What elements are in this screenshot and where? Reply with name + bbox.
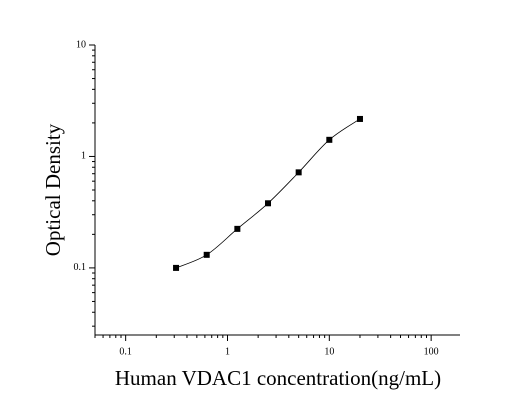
y-tick-label: 1	[81, 151, 86, 162]
y-axis-title: Optical Density	[41, 123, 65, 256]
data-point	[326, 136, 333, 143]
x-tick-label: 100	[424, 346, 439, 357]
data-point	[265, 200, 272, 207]
x-tick-label: 10	[324, 346, 334, 357]
data-point	[203, 251, 210, 258]
x-tick-label: 0.1	[119, 346, 132, 357]
data-point	[356, 115, 363, 122]
data-point	[295, 169, 302, 176]
data-point	[173, 264, 180, 271]
data-point	[234, 225, 241, 232]
y-tick-label: 0.1	[74, 262, 87, 273]
y-tick-label: 10	[76, 39, 86, 50]
fit-curve	[175, 118, 361, 269]
x-tick-label: 1	[225, 346, 230, 357]
x-axis-title: Human VDAC1 concentration(ng/mL)	[115, 366, 441, 390]
